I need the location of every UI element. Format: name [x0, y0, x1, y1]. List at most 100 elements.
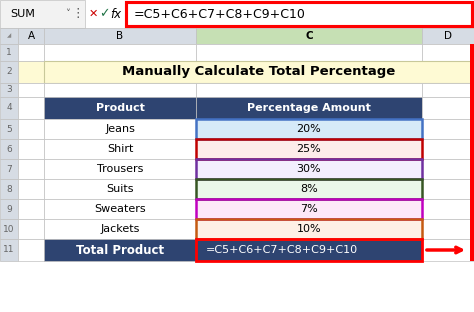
- Text: =C5+C6+C7+C8+C9+C10: =C5+C6+C7+C8+C9+C10: [134, 7, 306, 21]
- Bar: [0, 239, 18, 261]
- Text: 8%: 8%: [300, 184, 318, 194]
- Text: 8: 8: [6, 184, 12, 193]
- Text: Shirt: Shirt: [107, 144, 133, 154]
- Text: 10: 10: [3, 225, 15, 233]
- Bar: [422, 159, 474, 179]
- Bar: [196, 219, 422, 239]
- Bar: [196, 159, 422, 179]
- Bar: [18, 199, 44, 219]
- Bar: [18, 119, 44, 139]
- Text: Percentage Amount: Percentage Amount: [247, 103, 371, 113]
- Bar: [196, 44, 422, 61]
- Bar: [422, 83, 474, 97]
- Bar: [44, 159, 196, 179]
- Bar: [196, 97, 422, 119]
- Bar: [196, 119, 422, 139]
- Text: Suits: Suits: [106, 184, 134, 194]
- Text: 3: 3: [6, 85, 12, 95]
- Text: fx: fx: [110, 7, 121, 21]
- Text: =C5+C6+C7+C8+C9+C10: =C5+C6+C7+C8+C9+C10: [206, 245, 358, 255]
- Bar: [196, 199, 422, 219]
- Bar: [44, 61, 474, 83]
- Bar: [196, 219, 422, 239]
- Bar: [18, 179, 44, 199]
- Text: ✕: ✕: [88, 9, 98, 19]
- Bar: [44, 97, 196, 119]
- Bar: [422, 119, 474, 139]
- Text: D: D: [444, 31, 452, 41]
- Text: 25%: 25%: [297, 144, 321, 154]
- Text: 6: 6: [6, 144, 12, 154]
- Text: 4: 4: [6, 104, 12, 113]
- Text: 5: 5: [6, 124, 12, 134]
- Text: 1: 1: [6, 48, 12, 57]
- Bar: [18, 44, 44, 61]
- Text: Trousers: Trousers: [97, 164, 143, 174]
- Bar: [44, 239, 196, 261]
- Bar: [196, 239, 422, 261]
- Bar: [196, 139, 422, 159]
- Bar: [44, 199, 196, 219]
- Bar: [196, 199, 422, 219]
- Text: 20%: 20%: [297, 124, 321, 134]
- Bar: [18, 97, 44, 119]
- Bar: [422, 28, 474, 44]
- Text: Manually Calculate Total Percentage: Manually Calculate Total Percentage: [122, 66, 396, 79]
- Bar: [196, 179, 422, 199]
- Text: 7%: 7%: [300, 204, 318, 214]
- Bar: [126, 2, 472, 26]
- Bar: [196, 159, 422, 179]
- Text: Jeans: Jeans: [105, 124, 135, 134]
- Text: Total Product: Total Product: [76, 243, 164, 256]
- Bar: [44, 83, 196, 97]
- Bar: [0, 28, 18, 44]
- Bar: [44, 179, 196, 199]
- Bar: [0, 83, 18, 97]
- Bar: [0, 179, 18, 199]
- Bar: [422, 44, 474, 61]
- Text: 30%: 30%: [297, 164, 321, 174]
- Bar: [44, 44, 196, 61]
- Bar: [0, 44, 18, 61]
- Bar: [44, 28, 196, 44]
- Text: Sweaters: Sweaters: [94, 204, 146, 214]
- Bar: [18, 219, 44, 239]
- Bar: [422, 139, 474, 159]
- Bar: [18, 159, 44, 179]
- Bar: [0, 199, 18, 219]
- Text: ˅: ˅: [65, 9, 71, 19]
- Bar: [196, 139, 422, 159]
- Bar: [0, 219, 18, 239]
- Text: 9: 9: [6, 204, 12, 213]
- Bar: [422, 239, 474, 261]
- Bar: [18, 239, 44, 261]
- Bar: [422, 179, 474, 199]
- Bar: [0, 139, 18, 159]
- Text: Product: Product: [96, 103, 145, 113]
- Bar: [196, 119, 422, 139]
- Bar: [44, 119, 196, 139]
- Bar: [18, 28, 44, 44]
- Text: 7: 7: [6, 164, 12, 173]
- Bar: [196, 179, 422, 199]
- Bar: [196, 28, 422, 44]
- Text: ◢: ◢: [7, 33, 11, 38]
- Text: 2: 2: [6, 67, 12, 76]
- Text: ✓: ✓: [99, 7, 109, 21]
- Bar: [0, 159, 18, 179]
- Text: 10%: 10%: [297, 224, 321, 234]
- Bar: [126, 2, 472, 26]
- Bar: [0, 0, 85, 28]
- Bar: [196, 83, 422, 97]
- Bar: [18, 83, 44, 97]
- Bar: [44, 139, 196, 159]
- Bar: [422, 199, 474, 219]
- Bar: [196, 239, 422, 261]
- Bar: [0, 97, 18, 119]
- Bar: [44, 219, 196, 239]
- Text: 11: 11: [3, 246, 15, 255]
- Text: ⋮: ⋮: [72, 7, 84, 19]
- Bar: [18, 61, 44, 83]
- Bar: [0, 61, 18, 83]
- Text: C: C: [305, 31, 313, 41]
